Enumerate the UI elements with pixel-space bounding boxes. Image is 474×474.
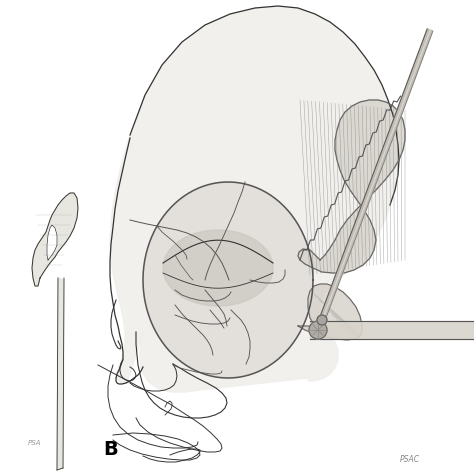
- Polygon shape: [310, 321, 474, 339]
- Circle shape: [309, 321, 327, 339]
- Polygon shape: [47, 225, 57, 260]
- Text: B: B: [103, 440, 118, 459]
- Polygon shape: [163, 230, 273, 306]
- Polygon shape: [298, 284, 362, 340]
- Polygon shape: [298, 100, 405, 273]
- Polygon shape: [319, 29, 433, 321]
- Polygon shape: [32, 193, 78, 286]
- Polygon shape: [110, 6, 399, 392]
- Polygon shape: [143, 182, 313, 378]
- Text: PSAC: PSAC: [400, 455, 420, 464]
- Text: PSA: PSA: [28, 440, 42, 446]
- Circle shape: [317, 315, 327, 325]
- Polygon shape: [57, 278, 64, 470]
